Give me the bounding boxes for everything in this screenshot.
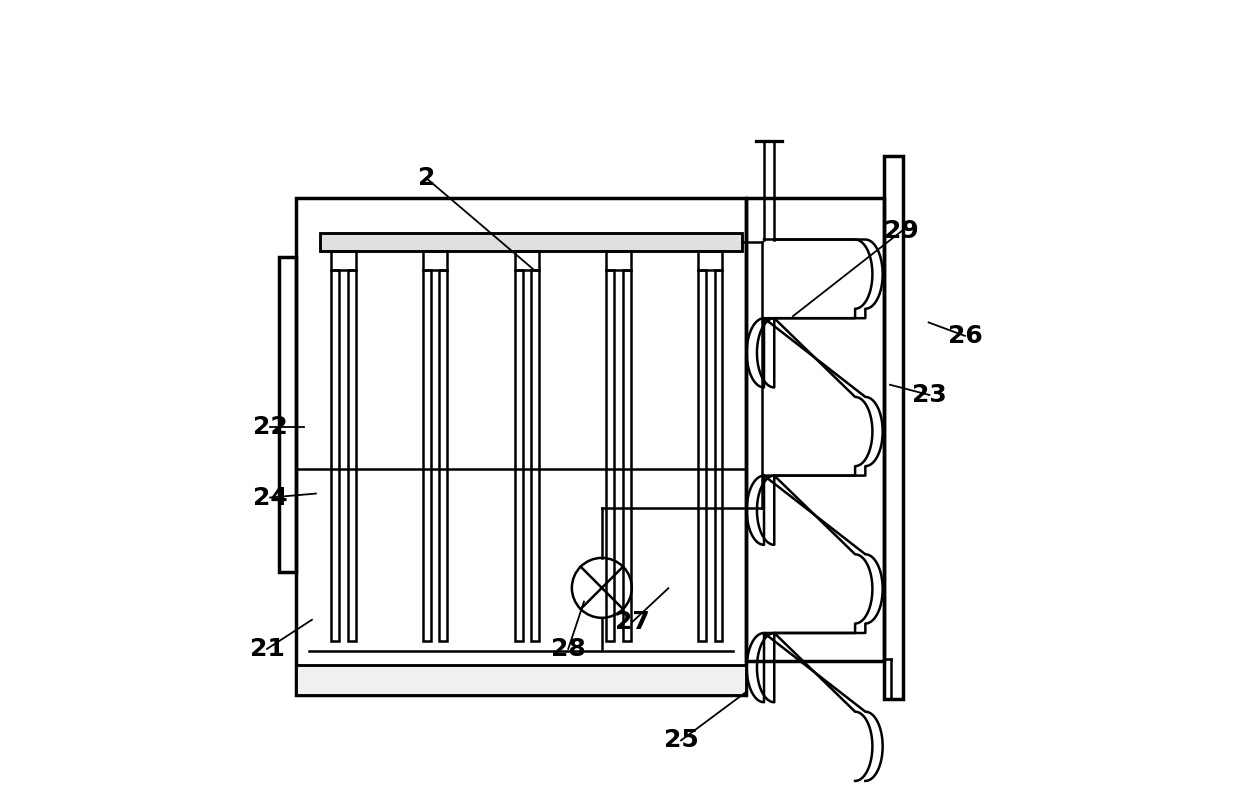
Bar xyxy=(296,664,746,694)
Text: 22: 22 xyxy=(253,415,287,438)
Bar xyxy=(698,251,722,270)
Text: 27: 27 xyxy=(615,610,649,634)
Bar xyxy=(514,270,523,641)
Text: 29: 29 xyxy=(885,219,919,243)
Bar xyxy=(320,232,742,251)
Text: 2: 2 xyxy=(418,166,435,190)
Bar xyxy=(698,270,706,641)
Bar xyxy=(883,156,902,698)
Bar xyxy=(532,270,539,641)
Bar xyxy=(715,270,722,641)
Bar xyxy=(279,257,296,573)
Bar xyxy=(440,270,447,641)
Bar xyxy=(331,251,356,270)
Text: 24: 24 xyxy=(253,486,287,510)
Bar xyxy=(296,198,746,694)
Bar xyxy=(348,270,356,641)
Bar xyxy=(606,251,631,270)
Text: 23: 23 xyxy=(912,383,947,407)
Text: 28: 28 xyxy=(551,637,586,661)
Text: 21: 21 xyxy=(249,637,285,661)
Bar xyxy=(606,270,615,641)
Text: 26: 26 xyxy=(948,324,983,348)
Bar xyxy=(331,270,339,641)
Bar xyxy=(320,232,742,251)
Bar xyxy=(422,270,431,641)
Bar xyxy=(422,251,447,270)
Bar xyxy=(746,198,883,660)
Bar xyxy=(623,270,631,641)
Text: 25: 25 xyxy=(664,728,699,752)
Bar xyxy=(514,251,539,270)
Bar xyxy=(296,664,746,694)
